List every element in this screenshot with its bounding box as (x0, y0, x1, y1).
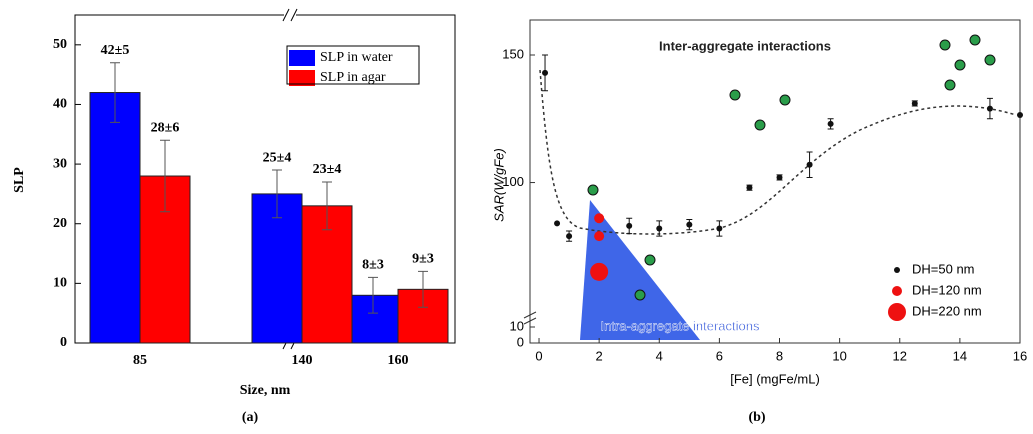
point (686, 221, 693, 228)
plot-frame (529, 19, 1021, 344)
legend-marker (888, 303, 906, 321)
point (626, 222, 633, 229)
point (986, 105, 993, 112)
error-bar (160, 139, 170, 213)
legend-label: DH=220 nm (912, 303, 982, 318)
x-tick-label: 0 (535, 348, 542, 363)
bar (89, 92, 141, 344)
point (716, 225, 723, 232)
caption: (b) (748, 410, 765, 425)
x-axis-label: Size, nm (240, 383, 291, 398)
point (776, 174, 783, 181)
legend-marker (892, 286, 902, 296)
legend-swatch (289, 70, 315, 86)
legend-label: DH=50 nm (912, 261, 975, 276)
point (656, 225, 663, 232)
axis-break (282, 8, 298, 22)
point (542, 69, 549, 76)
x-tick-label: 160 (388, 353, 409, 368)
error-bar (272, 169, 282, 219)
point (554, 220, 561, 227)
legend-box (286, 45, 420, 85)
point (594, 231, 605, 242)
x-tick-label: 6 (716, 348, 723, 363)
point (746, 184, 753, 191)
caption: (a) (242, 410, 259, 425)
x-tick-label: 10 (832, 348, 846, 363)
fit-curve (539, 69, 1017, 235)
y-tick-label: 40 (53, 97, 67, 112)
legend-label: SLP in agar (320, 70, 386, 85)
y-axis-label: SLP (12, 167, 27, 193)
value-label: 23±4 (313, 162, 342, 177)
y-tick-label: 150 (502, 46, 524, 61)
point (806, 161, 813, 168)
value-label: 25±4 (263, 150, 292, 165)
point (1017, 111, 1023, 118)
x-tick-label: 4 (656, 348, 663, 363)
error-bar (418, 270, 428, 308)
point (590, 262, 609, 281)
value-label: 28±6 (151, 120, 180, 135)
x-tick-label: 16 (1013, 348, 1027, 363)
icons (587, 34, 996, 301)
error-bar (368, 276, 378, 314)
error-bar (322, 181, 332, 231)
annotation: Inter-aggregate interactions (659, 38, 831, 53)
y-tick-label: 50 (53, 37, 67, 52)
legend-marker (894, 267, 900, 273)
point (594, 213, 605, 224)
legend-swatch (289, 50, 315, 66)
y-tick-label: 100 (502, 174, 524, 189)
x-axis-label: [Fe] (mgFe/mL) (730, 371, 820, 386)
y-tick-label: 10 (53, 276, 67, 291)
y-tick-label: 0 (60, 335, 67, 350)
value-label: 8±3 (362, 258, 384, 273)
x-tick-label: 2 (596, 348, 603, 363)
point (911, 100, 918, 107)
point (566, 233, 573, 240)
x-tick-label: 12 (893, 348, 907, 363)
value-label: 42±5 (101, 43, 130, 58)
error-bar (110, 62, 120, 123)
x-tick-label: 85 (133, 353, 147, 368)
x-tick-label: 8 (776, 348, 783, 363)
y-axis-label: SAR(W/gFe) (491, 148, 506, 222)
legend-label: DH=120 nm (912, 282, 982, 297)
point (827, 120, 834, 127)
value-label: 9±3 (412, 252, 434, 267)
intra-triangle (580, 200, 700, 340)
y-tick-label: 10 (510, 318, 524, 333)
y-tick-label: 0 (517, 334, 524, 349)
legend-label: SLP in water (320, 50, 393, 65)
annotation: Intra-aggregate interactions (601, 318, 760, 333)
x-tick-label: 14 (953, 348, 967, 363)
bar (251, 193, 303, 344)
x-tick-label: 140 (292, 353, 313, 368)
axis-break (523, 311, 537, 325)
y-tick-label: 20 (53, 216, 67, 231)
y-tick-label: 30 (53, 156, 67, 171)
